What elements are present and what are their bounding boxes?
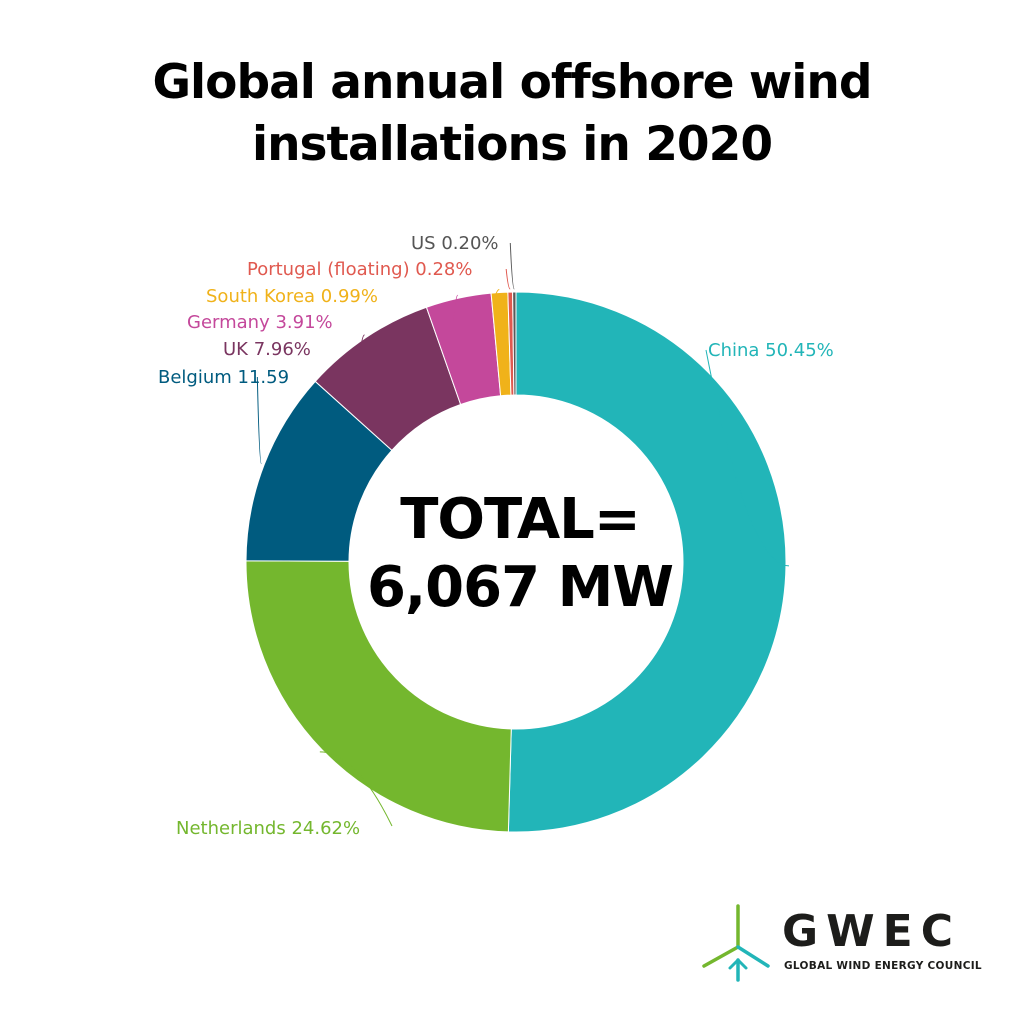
slice-china — [507, 291, 787, 833]
total-label: TOTAL= 6,067 MW — [312, 486, 728, 622]
leader-line-germany — [453, 294, 459, 323]
leader-line-portugal — [505, 268, 511, 290]
leader-line-china — [705, 349, 789, 567]
slice-label-portugal: Portugal (floating) 0.28% — [247, 259, 473, 280]
chart-title: Global annual offshore wind installation… — [0, 52, 1024, 176]
leader-line-netherlands — [319, 751, 393, 827]
title-line-2: installations in 2020 — [251, 117, 773, 172]
wind-turbine-icon — [702, 904, 770, 982]
slice-label-germany: Germany 3.91% — [187, 312, 333, 333]
leader-line-belgium — [256, 376, 262, 465]
slice-us — [512, 291, 517, 396]
slice-label-us: US 0.20% — [411, 233, 499, 254]
logo-subtitle: GLOBAL WIND ENERGY COUNCIL — [784, 960, 982, 972]
leader-line-us — [509, 242, 515, 290]
leader-line-south-korea — [494, 289, 500, 297]
total-line-1: TOTAL= — [400, 487, 641, 552]
slice-label-netherlands: Netherlands 24.62% — [176, 818, 360, 839]
slice-label-south-korea: South Korea 0.99% — [206, 286, 378, 307]
slice-label-belgium: Belgium 11.59 — [158, 367, 289, 388]
leader-line-uk — [360, 334, 365, 350]
title-line-1: Global annual offshore wind — [152, 55, 872, 110]
total-line-2: 6,067 MW — [366, 555, 674, 620]
slice-label-uk: UK 7.96% — [223, 339, 311, 360]
gwec-logo: GWEC GLOBAL WIND ENERGY COUNCIL — [700, 902, 990, 982]
logo-wordmark: GWEC — [782, 906, 961, 957]
slice-label-china: China 50.45% — [708, 340, 834, 361]
slice-netherlands — [245, 560, 512, 833]
